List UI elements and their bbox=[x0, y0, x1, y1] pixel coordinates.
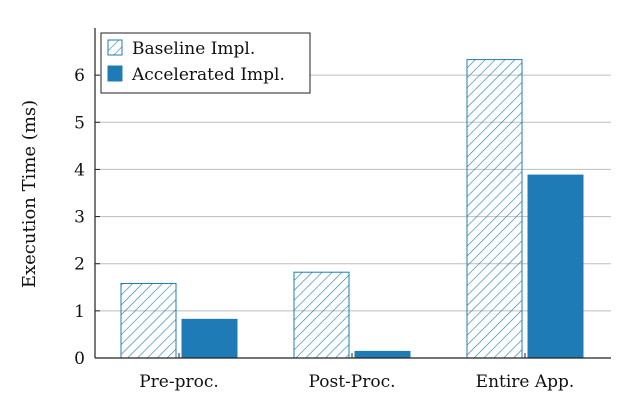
legend-label-baseline: Baseline Impl. bbox=[132, 39, 255, 59]
y-tick-labels: 0 1 2 3 4 5 6 bbox=[74, 66, 85, 369]
bar-baseline-0 bbox=[120, 283, 177, 359]
bar-accelerated-1 bbox=[354, 350, 411, 359]
bar-accelerated-0 bbox=[181, 318, 238, 359]
y-tick-label-3: 3 bbox=[74, 208, 85, 228]
axes bbox=[94, 28, 611, 359]
bars bbox=[120, 59, 584, 359]
bar-baseline-1 bbox=[293, 271, 350, 359]
legend-box bbox=[100, 32, 311, 94]
y-tick-label-2: 2 bbox=[74, 255, 85, 275]
y-tick-label-6: 6 bbox=[74, 66, 85, 86]
legend-swatch-baseline bbox=[107, 39, 123, 56]
x-category-labels: Pre-proc. Post-Proc. Entire App. bbox=[139, 372, 574, 392]
y-axis-title: Execution Time (ms) bbox=[19, 100, 40, 288]
legend-swatch-accelerated bbox=[107, 65, 123, 82]
legend-label-accelerated: Accelerated Impl. bbox=[131, 65, 285, 85]
bar-accelerated-2 bbox=[527, 174, 584, 359]
y-tick-label-5: 5 bbox=[74, 113, 85, 133]
x-category-label-2: Entire App. bbox=[476, 372, 575, 392]
bar-baseline-2 bbox=[466, 59, 523, 359]
x-category-label-0: Pre-proc. bbox=[139, 372, 219, 392]
y-tick-label-1: 1 bbox=[74, 302, 85, 322]
y-tick-label-0: 0 bbox=[74, 349, 85, 369]
x-category-label-1: Post-Proc. bbox=[308, 372, 395, 392]
y-tick-label-4: 4 bbox=[74, 160, 85, 180]
legend: Baseline Impl. Accelerated Impl. bbox=[100, 32, 311, 94]
